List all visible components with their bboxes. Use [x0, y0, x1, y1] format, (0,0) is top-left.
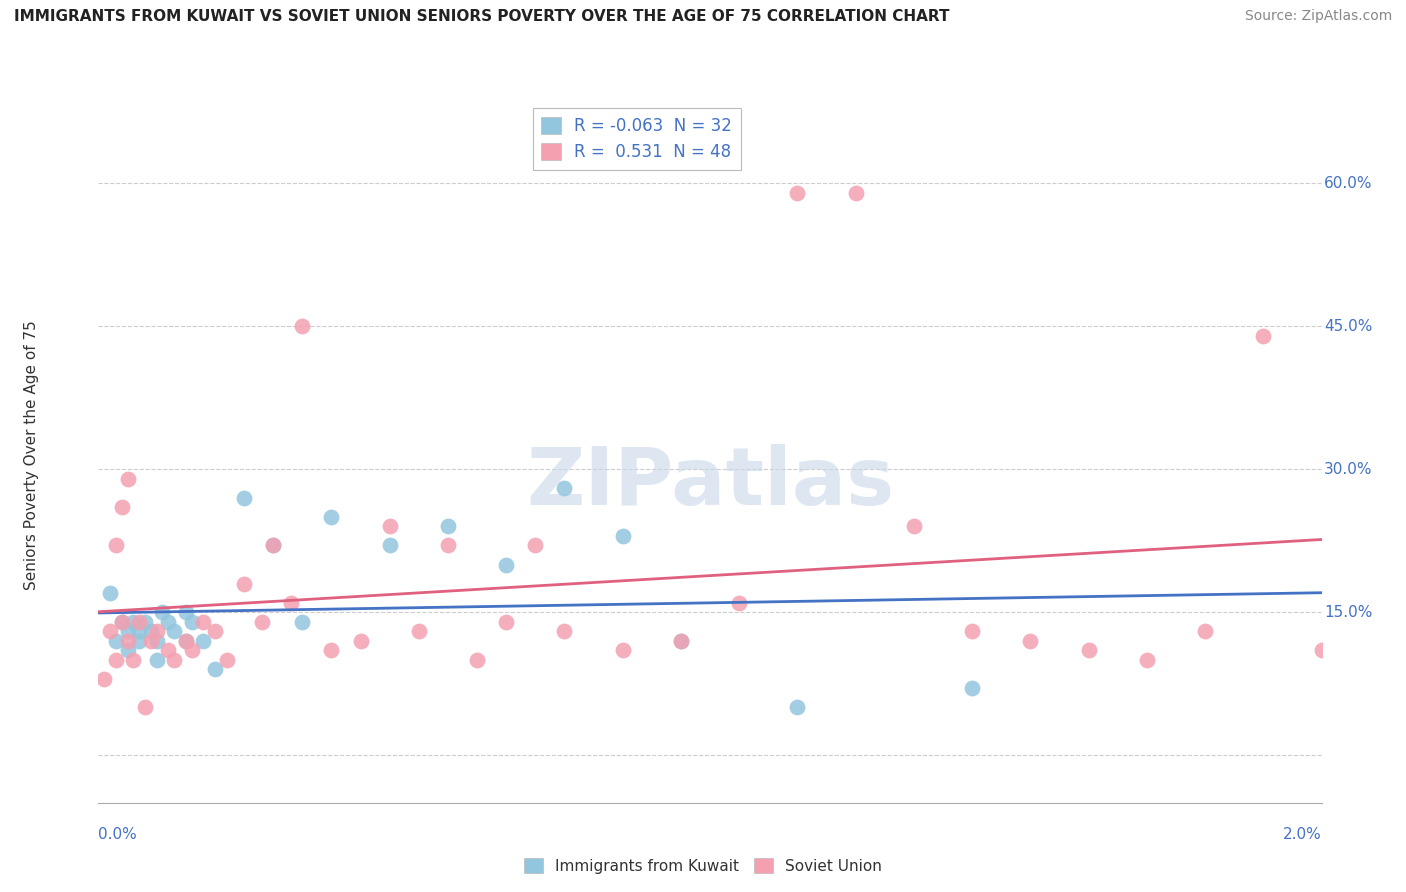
Point — [786, 700, 808, 714]
Point — [117, 624, 139, 639]
Point — [495, 615, 517, 629]
Point — [1368, 633, 1391, 648]
Point — [134, 615, 156, 629]
Text: 60.0%: 60.0% — [1324, 176, 1372, 191]
Point — [134, 700, 156, 714]
Point — [193, 633, 215, 648]
Point — [960, 624, 983, 639]
Point — [437, 539, 460, 553]
Text: 30.0%: 30.0% — [1324, 462, 1372, 476]
Point — [291, 319, 314, 334]
Point — [349, 633, 371, 648]
Text: 45.0%: 45.0% — [1324, 318, 1372, 334]
Point — [321, 643, 343, 657]
Text: IMMIGRANTS FROM KUWAIT VS SOVIET UNION SENIORS POVERTY OVER THE AGE OF 75 CORREL: IMMIGRANTS FROM KUWAIT VS SOVIET UNION S… — [14, 9, 949, 24]
Point — [128, 624, 150, 639]
Point — [157, 643, 180, 657]
Point — [669, 633, 692, 648]
Point — [98, 586, 121, 600]
Point — [117, 633, 139, 648]
Point — [465, 653, 488, 667]
Point — [378, 539, 401, 553]
Point — [960, 681, 983, 696]
Point — [193, 615, 215, 629]
Point — [437, 519, 460, 533]
Point — [128, 615, 150, 629]
Point — [163, 624, 186, 639]
Point — [524, 539, 547, 553]
Point — [139, 624, 162, 639]
Point — [1310, 643, 1333, 657]
Point — [111, 615, 134, 629]
Point — [1194, 624, 1216, 639]
Point — [233, 491, 256, 505]
Point — [612, 529, 634, 543]
Point — [903, 519, 925, 533]
Point — [180, 615, 202, 629]
Point — [204, 624, 226, 639]
Point — [157, 615, 180, 629]
Point — [204, 662, 226, 676]
Point — [117, 643, 139, 657]
Point — [122, 653, 145, 667]
Point — [291, 615, 314, 629]
Point — [1077, 643, 1099, 657]
Point — [111, 500, 134, 515]
Point — [280, 596, 302, 610]
Point — [262, 539, 284, 553]
Point — [174, 633, 197, 648]
Point — [1019, 633, 1042, 648]
Point — [104, 633, 127, 648]
Text: Source: ZipAtlas.com: Source: ZipAtlas.com — [1244, 9, 1392, 23]
Text: 0.0%: 0.0% — [98, 827, 138, 842]
Point — [180, 643, 202, 657]
Text: ZIPatlas: ZIPatlas — [526, 443, 894, 522]
Text: 2.0%: 2.0% — [1282, 827, 1322, 842]
Point — [845, 186, 868, 200]
Point — [145, 633, 167, 648]
Point — [553, 481, 575, 495]
Point — [669, 633, 692, 648]
Point — [262, 539, 284, 553]
Text: Seniors Poverty Over the Age of 75: Seniors Poverty Over the Age of 75 — [24, 320, 38, 590]
Point — [495, 558, 517, 572]
Point — [163, 653, 186, 667]
Point — [408, 624, 430, 639]
Point — [321, 509, 343, 524]
Legend: R = -0.063  N = 32, R =  0.531  N = 48: R = -0.063 N = 32, R = 0.531 N = 48 — [533, 109, 741, 169]
Point — [145, 653, 167, 667]
Point — [117, 472, 139, 486]
Point — [111, 615, 134, 629]
Point — [1253, 328, 1275, 343]
Point — [98, 624, 121, 639]
Point — [250, 615, 273, 629]
Point — [104, 539, 127, 553]
Point — [233, 576, 256, 591]
Point — [152, 605, 174, 619]
Point — [174, 633, 197, 648]
Point — [786, 186, 808, 200]
Point — [174, 605, 197, 619]
Legend: Immigrants from Kuwait, Soviet Union: Immigrants from Kuwait, Soviet Union — [519, 852, 887, 880]
Point — [612, 643, 634, 657]
Point — [128, 633, 150, 648]
Point — [553, 624, 575, 639]
Point — [93, 672, 115, 686]
Point — [378, 519, 401, 533]
Point — [104, 653, 127, 667]
Point — [139, 633, 162, 648]
Point — [728, 596, 751, 610]
Point — [1136, 653, 1159, 667]
Point — [145, 624, 167, 639]
Point — [215, 653, 238, 667]
Point — [122, 615, 145, 629]
Text: 15.0%: 15.0% — [1324, 605, 1372, 620]
